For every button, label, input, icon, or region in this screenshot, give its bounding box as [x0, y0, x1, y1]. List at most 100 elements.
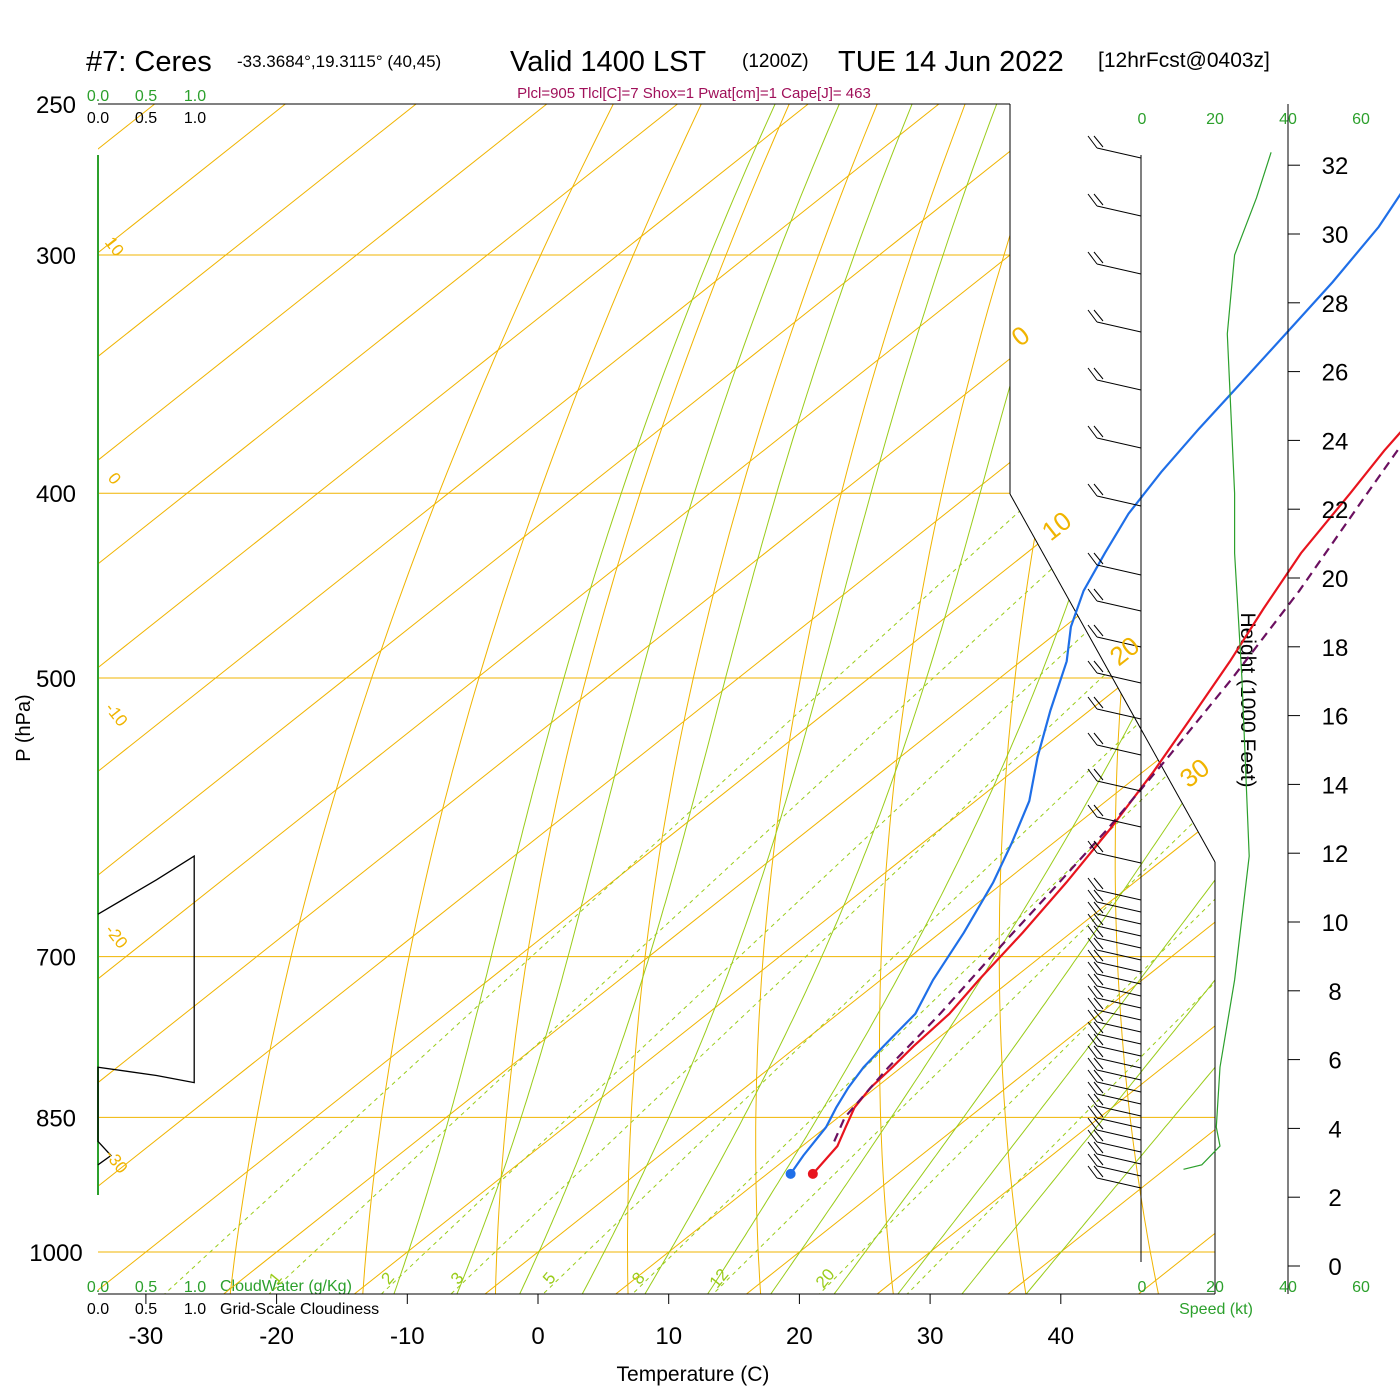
wind-barb [1096, 852, 1142, 864]
wind-barb [1096, 816, 1142, 828]
isotherm-line [98, 104, 940, 1294]
wind-barb [1096, 1069, 1142, 1081]
mixing-ratio-label: 20 [812, 1265, 839, 1292]
parcel-trace [833, 444, 1400, 1142]
height-tick-label: 28 [1322, 291, 1349, 318]
wind-barb-flag [1093, 877, 1104, 890]
mixing-ratio-label: 12 [706, 1265, 733, 1292]
wind-barb-flag [1093, 1057, 1104, 1070]
wind-barb-flag [1087, 1057, 1098, 1071]
wind-barb-flag [1087, 889, 1098, 903]
wind-barb-flag [1093, 193, 1104, 206]
wind-barb-flag [1093, 913, 1104, 926]
wind-barb-flag [1087, 367, 1098, 381]
cloud-axis-label: 1.0 [184, 1301, 206, 1318]
station-title: #7: Ceres [86, 46, 212, 78]
wind-barb [1096, 1009, 1142, 1021]
wind-barb-flag [1093, 367, 1104, 380]
wind-barb-flag [1087, 425, 1098, 439]
wind-barb-flag [1087, 1021, 1098, 1035]
moist-adiabat-line [349, 104, 776, 1294]
isotherm-label: -10 [101, 699, 131, 730]
mixing-ratio-line [98, 492, 1040, 1294]
frame-diagonal [1009, 493, 1216, 863]
wind-barb-flag [1087, 135, 1098, 149]
wind-barb-flag [1093, 1141, 1104, 1154]
dry-adiabat-line [755, 104, 966, 1294]
isotherm-line [1122, 104, 1215, 1294]
wind-barb-flag [1093, 1069, 1104, 1082]
wind-barb-flag [1093, 1033, 1104, 1046]
isotherm-line [98, 104, 678, 1294]
y-axis-label: P (hPa) [13, 694, 35, 761]
wind-barb-flag [1093, 1129, 1104, 1142]
wind-barb-flag [1087, 937, 1098, 951]
wind-barb-flag [1093, 997, 1104, 1010]
cloud-axis-label: 0.5 [135, 1279, 157, 1296]
isotherm-label: 0 [104, 469, 125, 488]
pressure-tick-label: 500 [36, 666, 76, 693]
isotherm-line [98, 104, 809, 1294]
height-tick-label: 16 [1322, 704, 1349, 731]
dry-adiabat-line [218, 104, 614, 1294]
wind-barb-flag [1093, 985, 1104, 998]
wind-barb [1096, 1141, 1142, 1153]
temperature-tick-label: 0 [531, 1323, 544, 1350]
wind-barb-flag [1087, 1093, 1098, 1107]
wind-barb-flag [1087, 973, 1098, 987]
wind-barb [1096, 1021, 1142, 1033]
speed-tick-label-bottom: 0 [1138, 1279, 1147, 1296]
isotherm-line [98, 104, 1201, 1294]
surface-dewpoint-dot [785, 1168, 796, 1179]
cloud-axis-label: 0.0 [87, 1301, 109, 1318]
height-tick-label: 8 [1328, 979, 1341, 1006]
isotherm-line [98, 104, 1215, 1294]
wind-barb-flag [1087, 1045, 1098, 1059]
cloud-axis-label: 0.5 [135, 88, 157, 105]
wind-barb-flag [1093, 973, 1104, 986]
mixing-ratio-label: 8 [628, 1269, 649, 1288]
wind-barb [1096, 1057, 1142, 1069]
height-tick-label: 32 [1322, 153, 1349, 180]
wind-barb-flag [1093, 840, 1104, 853]
wind-barb-flag [1093, 768, 1104, 781]
wind-barb [1096, 1165, 1142, 1177]
height-tick-label: 12 [1322, 841, 1349, 868]
wind-barb-flag [1087, 1141, 1098, 1155]
mixing-ratio-label: 5 [539, 1269, 560, 1288]
wind-barb [1096, 321, 1142, 333]
dry-adiabat-line [494, 104, 790, 1294]
wind-barb [1096, 636, 1142, 648]
mixing-ratio-line [329, 492, 1215, 1294]
wind-barb-flag [1093, 925, 1104, 938]
wind-barb-flag [1087, 961, 1098, 975]
dry-adiabat-line [879, 104, 1054, 1294]
moist-adiabat-line [462, 104, 913, 1294]
wind-barb-flag [1093, 732, 1104, 745]
wind-barb [1096, 1033, 1142, 1045]
isotherm-line [98, 104, 286, 1294]
wind-barb-flag [1087, 949, 1098, 963]
dry-adiabat-line [356, 104, 702, 1294]
pressure-tick-label: 700 [36, 945, 76, 972]
wind-barb-flag [1087, 193, 1098, 207]
wind-barb-flag [1087, 696, 1098, 710]
wind-barb-flag [1087, 309, 1098, 323]
mixing-ratio-label: 2 [377, 1269, 398, 1288]
mixing-ratio-line [258, 492, 1215, 1294]
isotherm-label: 10 [101, 233, 128, 260]
forecast-info: [12hrFcst@0403z] [1098, 49, 1270, 72]
wind-barb-flag [1093, 1009, 1104, 1022]
wind-barb [1096, 901, 1142, 913]
wind-barb-flag [1087, 997, 1098, 1011]
height-tick-label: 26 [1322, 360, 1349, 387]
wind-barb-flag [1093, 1105, 1104, 1118]
speed-tick-label-bottom: 40 [1279, 1279, 1297, 1296]
mixing-ratio-line [704, 492, 1215, 1294]
zulu-time: (1200Z) [742, 51, 809, 72]
wind-barb [1096, 600, 1142, 612]
wind-barb-flag [1093, 901, 1104, 914]
wind-barb-flag [1087, 985, 1098, 999]
pressure-tick-label: 1000 [29, 1240, 82, 1267]
wind-barb [1096, 205, 1142, 217]
